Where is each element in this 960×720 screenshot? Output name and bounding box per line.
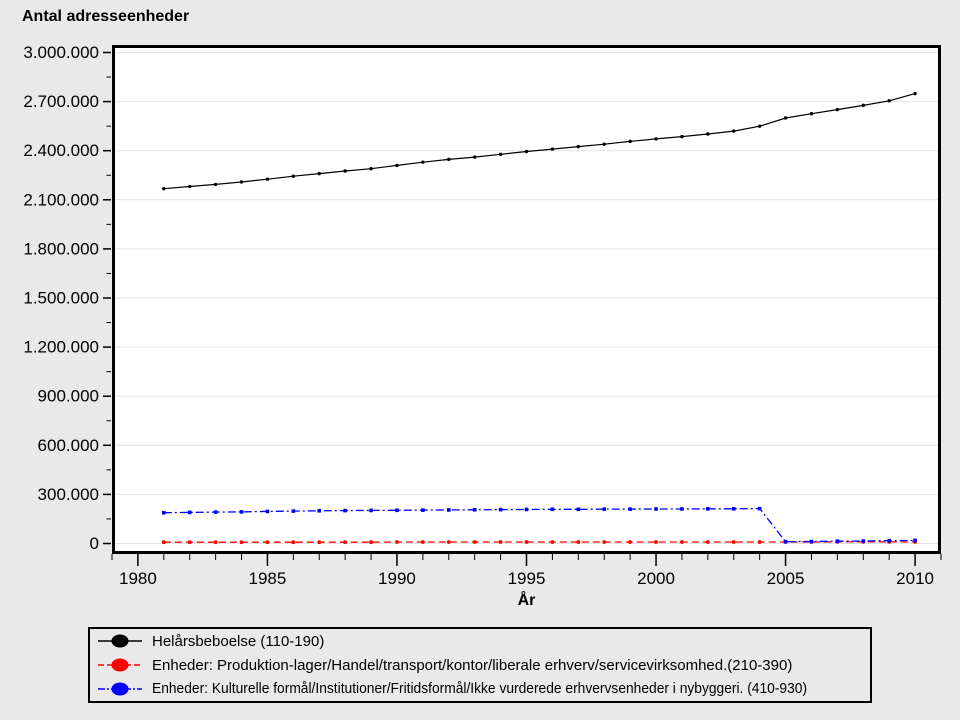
legend-item-label: Helårsbeboelse (110-190) bbox=[152, 632, 325, 650]
legend: Helårsbeboelse (110-190) Enheder: Produk… bbox=[88, 627, 872, 703]
legend-marker-solid-black-icon bbox=[98, 634, 142, 648]
svg-text:2.400.000: 2.400.000 bbox=[23, 141, 99, 160]
svg-text:900.000: 900.000 bbox=[38, 387, 99, 406]
svg-text:300.000: 300.000 bbox=[38, 485, 99, 504]
legend-marker-dashdot-blue-icon bbox=[98, 682, 142, 696]
legend-dot-icon bbox=[111, 634, 129, 648]
line-chart-canvas: 0 300.000 600.000 900.000 1.200.000 1.500.000… bbox=[23, 43, 942, 588]
svg-text:2010: 2010 bbox=[896, 569, 934, 588]
legend-marker-dashed-red-icon bbox=[98, 658, 142, 672]
legend-item: Helårsbeboelse (110-190) bbox=[97, 630, 870, 653]
chart-title: Antal adresseenheder bbox=[22, 8, 190, 25]
svg-text:2.100.000: 2.100.000 bbox=[23, 190, 99, 209]
svg-text:1.200.000: 1.200.000 bbox=[23, 338, 99, 357]
legend-item-label: Enheder: Produktion-lager/Handel/transpo… bbox=[152, 656, 793, 674]
svg-text:1.500.000: 1.500.000 bbox=[23, 289, 99, 308]
legend-item-label: Enheder: Kulturelle formål/Institutioner… bbox=[152, 680, 808, 698]
legend-dot-icon bbox=[111, 682, 129, 696]
legend-item: Enheder: Kulturelle formål/Institutioner… bbox=[97, 677, 870, 700]
svg-text:0: 0 bbox=[90, 534, 99, 553]
svg-text:1.800.000: 1.800.000 bbox=[23, 239, 99, 258]
svg-text:1980: 1980 bbox=[119, 569, 157, 588]
svg-text:1990: 1990 bbox=[378, 569, 416, 588]
svg-text:3.000.000: 3.000.000 bbox=[23, 43, 99, 62]
svg-text:1985: 1985 bbox=[249, 569, 287, 588]
svg-text:1995: 1995 bbox=[508, 569, 546, 588]
legend-item: Enheder: Produktion-lager/Handel/transpo… bbox=[97, 654, 870, 677]
svg-text:600.000: 600.000 bbox=[38, 436, 99, 455]
x-axis-label: År bbox=[517, 592, 536, 609]
svg-text:2005: 2005 bbox=[767, 569, 805, 588]
legend-dot-icon bbox=[111, 658, 129, 672]
svg-text:2000: 2000 bbox=[637, 569, 675, 588]
svg-text:2.700.000: 2.700.000 bbox=[23, 92, 99, 111]
